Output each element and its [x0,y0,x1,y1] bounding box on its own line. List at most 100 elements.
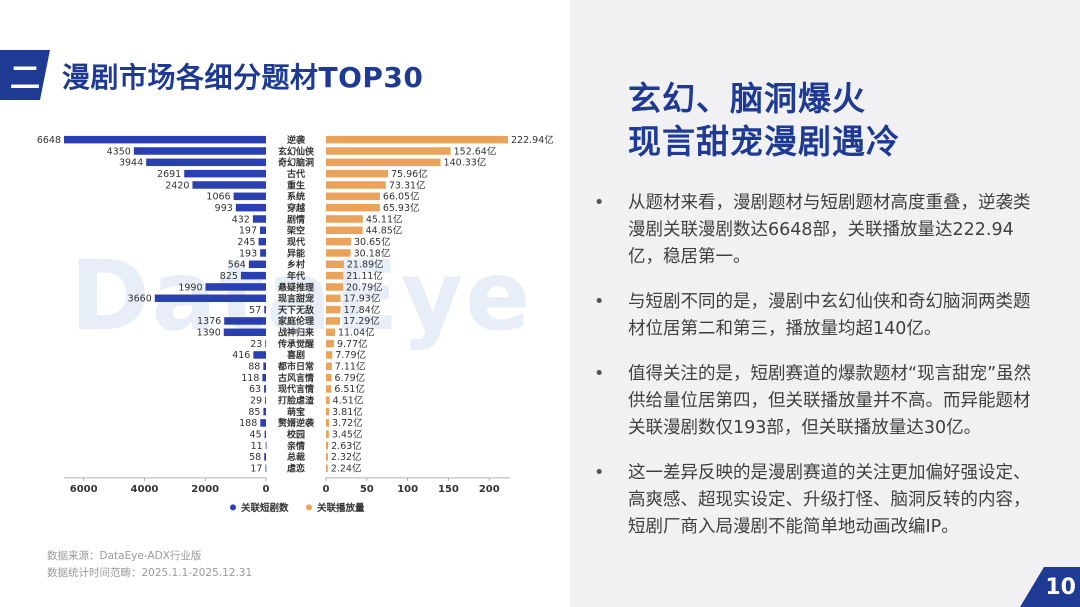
category-label: 战神归来 [278,327,315,339]
data-label-volume: 3.81亿 [332,406,363,418]
data-label-count: 6648 [37,135,61,146]
bar-short-drama-count [223,328,266,337]
right-axis-tick-label: 150 [438,484,459,495]
legend-marker-volume [306,504,312,511]
bar-short-drama-count [184,169,266,178]
bar-short-drama-count [192,181,266,189]
data-label-count: 2691 [157,169,181,180]
data-label-count: 88 [248,362,260,373]
data-label-count: 193 [239,248,257,259]
bar-short-drama-count [263,362,266,371]
bar-play-volume [326,385,332,393]
bar-play-volume [326,294,341,303]
data-label-volume: 2.32亿 [331,451,362,463]
data-label-count: 825 [220,271,238,282]
category-label: 玄幻仙侠 [278,145,315,157]
bar-short-drama-count [263,407,266,416]
bar-short-drama-count [262,373,266,382]
data-label-count: 2420 [165,180,189,191]
bar-play-volume [326,158,441,167]
bar-play-volume [326,317,341,325]
data-label-volume: 222.94亿 [511,134,554,146]
bullet-text: 值得关注的是，短剧赛道的爆款题材“现言甜宠”虽然供给量位居第四，但关联播放量并不… [628,364,1032,438]
bullet-item: • 值得关注的是，短剧赛道的爆款题材“现言甜宠”虽然供给量位居第四，但关联播放量并… [594,361,1044,442]
headline-line-2: 现言甜宠漫剧遇冷 [628,122,900,161]
left-axis-tick-label: 4000 [131,484,159,495]
category-label: 剧情 [287,213,305,225]
bullet-list: • 从题材来看，漫剧题材与短剧题材高度重叠，逆袭类漫剧关联漫剧数达6648部，关联… [594,190,1044,559]
bullet-text: 从题材来看，漫剧题材与短剧题材高度重叠，逆袭类漫剧关联漫剧数达6648部，关联播… [628,193,1031,267]
data-label-count: 23 [250,339,262,350]
data-label-volume: 17.93亿 [344,293,381,305]
data-label-count: 3944 [119,158,143,169]
legend-label-count: 关联短剧数 [241,502,289,514]
category-label: 总裁 [287,451,305,463]
right-axis-tick-label: 200 [479,484,500,495]
bar-short-drama-count [253,351,266,359]
data-label-volume: 140.33亿 [444,157,487,169]
category-label: 异能 [287,247,305,259]
data-label-count: 4350 [107,146,131,157]
data-label-count: 3660 [128,294,152,305]
data-label-count: 1990 [178,282,202,293]
bar-short-drama-count [258,237,266,246]
right-panel [570,0,1080,607]
right-axis-tick-label: 0 [323,484,330,495]
bar-play-volume [326,407,330,416]
bullet-dot-icon: • [594,364,605,384]
bar-play-volume [326,203,380,212]
watermark-logo: DataEye [70,240,533,352]
category-label: 穿越 [287,202,306,214]
data-label-volume: 6.79亿 [335,372,366,384]
data-label-volume: 152.64亿 [454,145,497,157]
category-label: 现代言情 [278,383,314,395]
bullet-item: • 从题材来看，漫剧题材与短剧题材高度重叠，逆袭类漫剧关联漫剧数达6648部，关联… [594,190,1044,271]
data-label-volume: 11.04亿 [338,327,375,339]
bar-play-volume [326,249,351,257]
bar-short-drama-count [264,385,266,393]
data-label-volume: 7.79亿 [335,349,366,361]
bar-short-drama-count [264,305,266,314]
left-axis-tick-label: 0 [263,484,270,495]
category-label: 重生 [287,179,305,191]
bar-play-volume [326,453,328,461]
category-label: 现言甜宠 [278,293,314,305]
legend-marker-count [230,504,236,511]
left-axis-tick-label: 6000 [70,484,98,495]
bar-short-drama-count [240,271,266,280]
bar-short-drama-count [265,441,267,450]
bullet-item: • 与短剧不同的是，漫剧中玄幻仙侠和奇幻脑洞两类题材位居第二和第三，播放量均超14… [594,289,1044,343]
bar-play-volume [326,430,329,438]
left-axis-tick-label: 2000 [191,484,219,495]
page-title: 漫剧市场各细分题材TOP30 [62,61,424,94]
category-label: 家庭伦理 [278,315,314,327]
data-label-volume: 45.11亿 [366,213,403,225]
data-label-count: 17 [250,464,262,475]
category-label: 奇幻脑洞 [278,157,314,169]
data-label-volume: 3.45亿 [332,429,363,441]
data-label-volume: 9.77亿 [337,338,368,350]
bar-short-drama-count [265,339,267,348]
bar-play-volume [326,169,389,178]
category-label: 乡村 [287,259,305,271]
bar-play-volume [326,215,363,223]
data-label-volume: 2.63亿 [331,440,362,452]
right-axis-tick-label: 50 [360,484,374,495]
category-label: 悬疑推理 [277,281,314,293]
bar-short-drama-count [205,283,266,291]
data-label-volume: 3.72亿 [332,417,363,429]
bar-play-volume [326,373,332,382]
category-label: 年代 [287,270,305,282]
data-label-volume: 30.65亿 [354,236,391,248]
bullet-text: 这一差异反映的是漫剧赛道的关注更加偏好强设定、高爽感、超现实设定、升级打怪、脑洞… [628,463,1031,537]
data-label-volume: 6.51亿 [334,383,365,395]
category-label: 喜剧 [287,349,305,361]
bar-short-drama-count [265,464,267,472]
data-label-volume: 30.18亿 [354,247,391,259]
headline-line-1: 玄幻、脑洞爆火 [628,79,866,118]
bar-short-drama-count [260,419,266,427]
left-panel [0,0,570,607]
data-label-volume: 4.51亿 [333,395,364,407]
data-label-count: 1376 [197,316,221,327]
data-label-volume: 44.85亿 [366,225,403,237]
